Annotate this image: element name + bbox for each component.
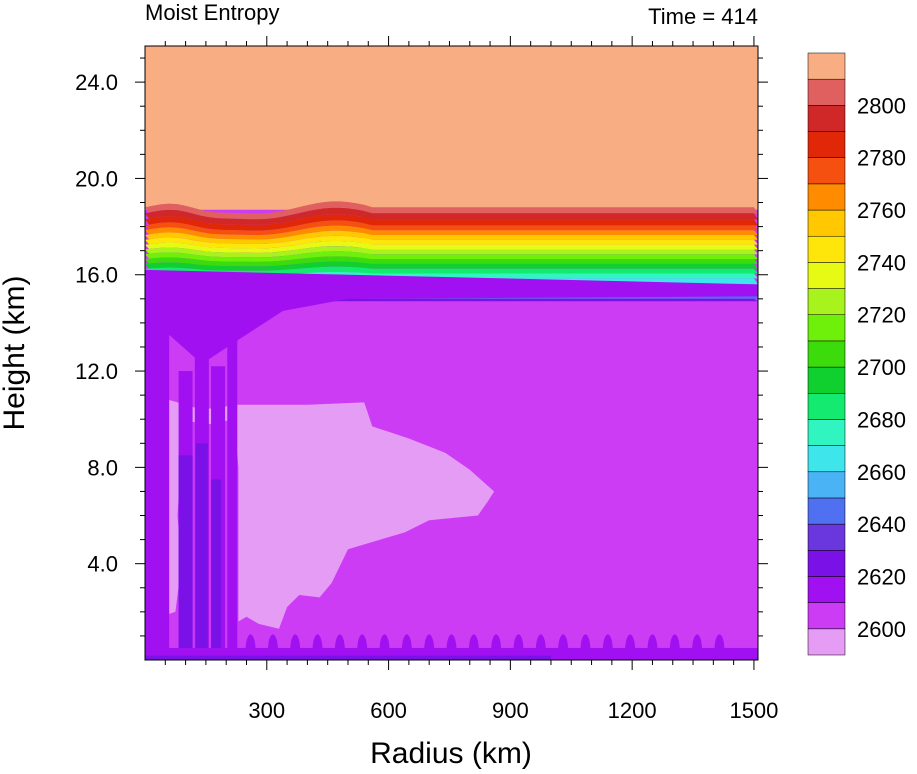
stratosphere-fill — [145, 46, 758, 210]
colorbar-tick-label: 2780 — [857, 146, 906, 171]
boundary-layer-plume — [312, 634, 323, 660]
boundary-layer-plume — [513, 634, 524, 660]
tropopause-band — [145, 251, 758, 262]
x-tick-label: 600 — [370, 698, 407, 723]
upper-outflow-region — [145, 269, 758, 364]
colorbar-swatch — [807, 183, 846, 211]
boundary-layer-plume — [714, 634, 725, 660]
colorbar-swatch — [807, 419, 846, 446]
colorbar-swatch — [807, 78, 846, 106]
x-axis-ticks: 300 600 900 1200 1500 — [164, 36, 778, 723]
surface-layer — [145, 655, 551, 660]
boundary-layer-plume — [669, 634, 680, 660]
boundary-layer-plume — [446, 634, 457, 660]
boundary-layer-plume — [558, 634, 569, 660]
boundary-layer-plume — [535, 634, 546, 660]
y-tick-label: 8.0 — [87, 455, 118, 480]
tropopause-band — [145, 220, 758, 236]
y-axis-label: Height (km) — [0, 275, 31, 430]
eyewall-column — [145, 322, 170, 653]
tropopause-band — [145, 266, 758, 276]
colorbar-swatch — [807, 471, 846, 499]
boundary-layer-plume — [290, 634, 301, 660]
tropopause-band — [145, 261, 758, 271]
boundary-layer-plume — [692, 634, 703, 660]
colorbar-swatch — [807, 366, 846, 394]
boundary-layer-plume — [379, 634, 390, 660]
colorbar-swatch — [807, 602, 846, 630]
boundary-layer-plume — [491, 634, 502, 660]
boundary-layer-plume — [625, 634, 636, 660]
eyewall-column — [227, 334, 238, 653]
colorbar-swatch — [807, 445, 846, 473]
tropopause-band — [145, 214, 758, 231]
low-entropy-pocket — [149, 400, 495, 629]
colorbar-tick-label: 2740 — [857, 250, 906, 275]
colorbar-swatch — [807, 235, 846, 263]
chart-title-left: Moist Entropy — [145, 0, 280, 25]
tropopause-band — [145, 225, 758, 240]
colorbar-swatch — [807, 131, 846, 158]
x-tick-label: 1200 — [608, 698, 657, 723]
colorbar-swatch — [807, 314, 846, 342]
tropopause-band — [145, 241, 758, 253]
colorbar-tick-label: 2640 — [857, 512, 906, 537]
colorbar: 2600 2620 2640 2660 2680 2700 2720 2740 2760 2780… — [807, 52, 906, 656]
chart-title-right: Time = 414 — [648, 4, 758, 29]
y-axis-ticks: 4.0 8.0 12.0 16.0 20.0 24.0 — [75, 57, 768, 637]
colorbar-swatch — [807, 576, 846, 603]
colorbar-swatch — [807, 262, 846, 289]
colorbar-tick-label: 2660 — [857, 460, 906, 485]
tropopause-band — [145, 235, 758, 249]
colorbar-swatch — [807, 105, 846, 132]
tropopause-band — [145, 256, 758, 267]
colorbar-swatch — [807, 288, 846, 315]
x-axis-label: Radius (km) — [370, 737, 532, 770]
boundary-layer-plume — [602, 634, 613, 660]
boundary-layer-plume — [357, 634, 368, 660]
boundary-layer-plume — [401, 634, 412, 660]
x-tick-label: 900 — [492, 698, 529, 723]
colorbar-tick-label: 2760 — [857, 198, 906, 223]
colorbar-swatch — [807, 52, 846, 80]
x-tick-label: 1500 — [729, 698, 778, 723]
colorbar-swatch — [807, 523, 846, 551]
eyewall-column-core — [195, 443, 208, 660]
colorbar-swatch — [807, 157, 846, 185]
boundary-layer-plume — [647, 634, 658, 660]
boundary-layer-plume — [334, 634, 345, 660]
contour-plot-area — [145, 46, 758, 660]
x-tick-label: 300 — [248, 698, 285, 723]
boundary-layer-plume — [468, 634, 479, 660]
tropopause-band — [145, 230, 758, 244]
colorbar-tick-label: 2720 — [857, 303, 906, 328]
y-tick-label: 16.0 — [75, 263, 118, 288]
colorbar-tick-label: 2620 — [857, 564, 906, 589]
colorbar-swatch — [807, 340, 846, 368]
boundary-layer-plume — [580, 634, 591, 660]
tropopause-band — [145, 246, 758, 258]
y-tick-label: 20.0 — [75, 166, 118, 191]
colorbar-tick-label: 2600 — [857, 617, 906, 642]
plot-frame — [144, 45, 759, 661]
eyewall-column-core — [178, 455, 193, 660]
colorbar-tick-label: 2700 — [857, 355, 906, 380]
colorbar-swatch — [807, 497, 846, 525]
colorbar-swatch — [807, 209, 846, 237]
y-tick-label: 12.0 — [75, 359, 118, 384]
colorbar-swatch — [807, 628, 846, 656]
tropopause-band — [145, 207, 758, 225]
colorbar-swatch — [807, 550, 846, 577]
boundary-layer-plume — [424, 634, 435, 660]
colorbar-swatch — [807, 393, 846, 420]
boundary-layer-plume — [245, 634, 256, 660]
boundary-layer-plume — [267, 634, 278, 660]
colorbar-tick-label: 2800 — [857, 93, 906, 118]
y-tick-label: 24.0 — [75, 70, 118, 95]
colorbar-tick-label: 2680 — [857, 407, 906, 432]
eyewall-column-core — [211, 479, 222, 660]
y-tick-label: 4.0 — [87, 552, 118, 577]
tropopause-band — [145, 201, 758, 220]
